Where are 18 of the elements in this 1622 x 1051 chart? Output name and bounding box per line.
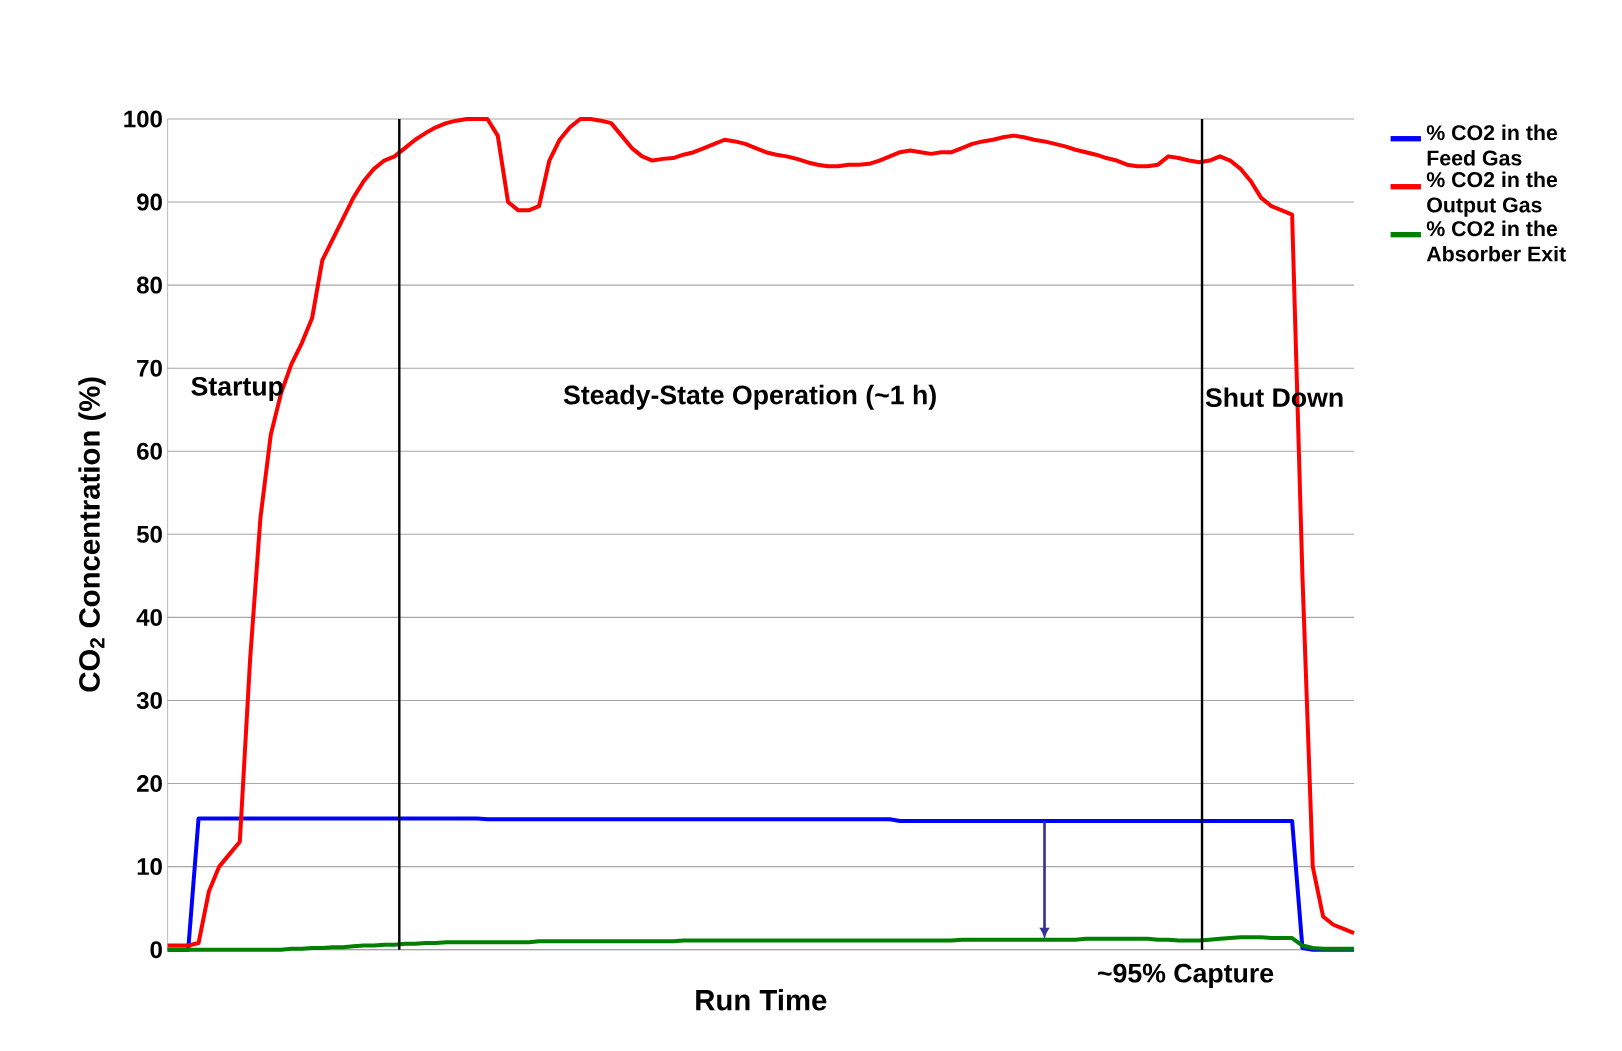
y-tick-label: 10 [137,858,162,876]
y-tick-label: 0 [150,941,162,959]
y-axis-title: CO$_{2}$ Concentration (%) [78,377,106,692]
y-tick-label: 20 [137,775,162,793]
y-tick-label: 30 [136,691,162,709]
y-tick-label: 40 [136,608,162,626]
x-axis-title: Run Time [696,989,827,1011]
y-tick-label: 50 [136,525,162,543]
y-tick-label: 70 [137,359,162,377]
legend-label: % CO2 in the Feed Gas [1426,124,1558,166]
y-tick-label: 100 [124,110,162,128]
y-tick-label: 60 [137,442,162,460]
y-tick-label: 90 [137,193,162,211]
legend-label: % CO2 in the Output Gas [1426,171,1558,217]
annotation: Steady-State Operation (~1 h) [563,384,936,410]
y-tick-label: 80 [136,276,162,294]
text: ~95% Capture [1098,963,1274,988]
legend-label: % CO2 in the Absorber Exit [1426,220,1566,262]
